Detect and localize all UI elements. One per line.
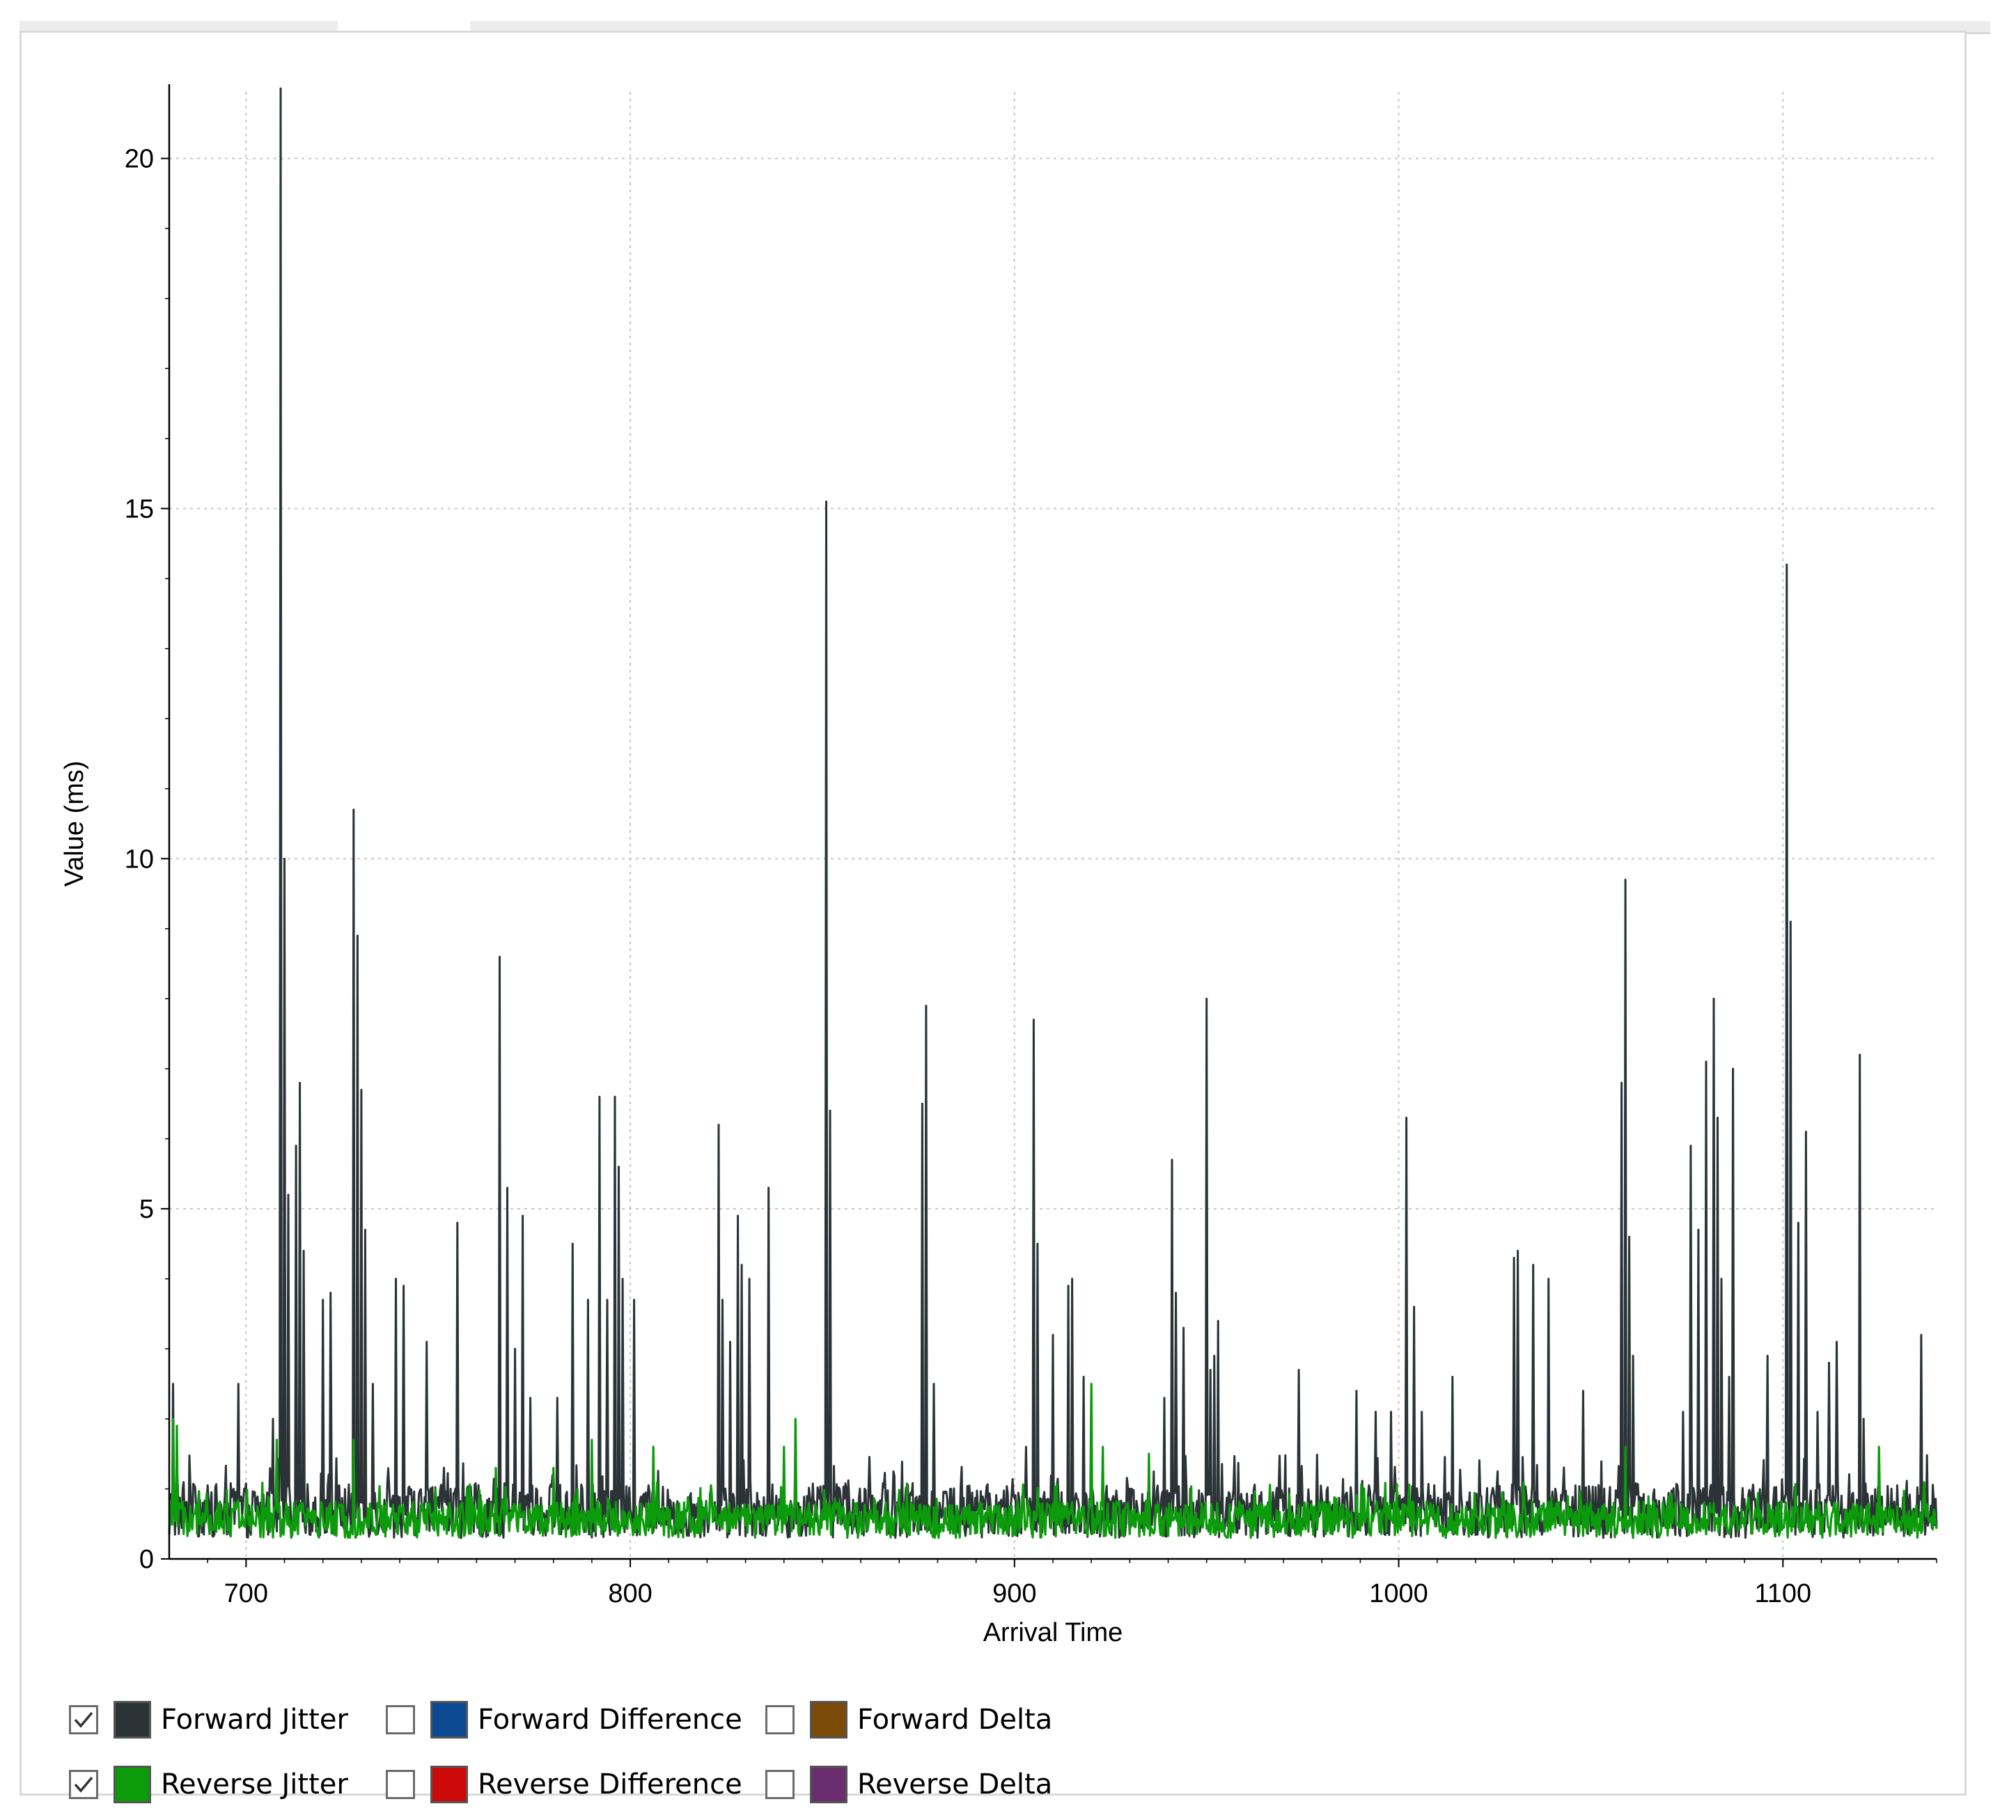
axes xyxy=(161,84,1937,1567)
legend: Forward Jitter Forward Difference Forwar… xyxy=(69,1700,1114,1819)
forward-difference-swatch xyxy=(430,1701,468,1739)
reverse-difference-swatch xyxy=(430,1766,468,1803)
legend-item-reverse-delta[interactable]: Reverse Delta xyxy=(765,1765,1052,1804)
x-tick-label: 700 xyxy=(224,1579,268,1608)
x-axis-label: Arrival Time xyxy=(983,1618,1123,1647)
tick-labels: 700 800 900 1000 1100 0 5 10 15 20 xyxy=(125,145,1811,1608)
graph-panel: 700 800 900 1000 1100 0 5 10 15 20 Arrival Time V… xyxy=(19,31,1967,1803)
y-axis-label: Value (ms) xyxy=(60,761,89,887)
grid xyxy=(169,92,1937,1559)
checkmark-icon xyxy=(74,1711,93,1728)
y-tick-label: 15 xyxy=(125,494,154,524)
series-line-forward-jitter xyxy=(168,87,1938,1539)
y-tick-label: 0 xyxy=(139,1545,154,1574)
reverse-delta-swatch xyxy=(810,1766,847,1803)
legend-label: Forward Jitter xyxy=(161,1704,348,1736)
legend-label: Reverse Difference xyxy=(478,1768,742,1801)
legend-item-forward-delta[interactable]: Forward Delta xyxy=(765,1700,1052,1739)
legend-item-reverse-jitter[interactable]: Reverse Jitter xyxy=(69,1765,348,1804)
forward-difference-checkbox[interactable] xyxy=(386,1705,415,1734)
forward-delta-checkbox[interactable] xyxy=(765,1705,795,1734)
x-tick-label: 800 xyxy=(608,1579,652,1608)
reverse-delta-checkbox[interactable] xyxy=(765,1770,795,1799)
y-tick-label: 5 xyxy=(139,1195,154,1224)
legend-item-forward-difference[interactable]: Forward Difference xyxy=(386,1700,742,1739)
forward-jitter-swatch xyxy=(114,1701,151,1739)
x-tick-label: 1000 xyxy=(1369,1579,1428,1608)
legend-label: Reverse Delta xyxy=(857,1768,1053,1801)
chart: 700 800 900 1000 1100 0 5 10 15 20 Arrival Time V… xyxy=(60,84,1938,1647)
series-layer xyxy=(168,87,1938,1539)
legend-label: Reverse Jitter xyxy=(161,1768,348,1801)
y-tick-label: 10 xyxy=(125,845,154,874)
reverse-jitter-checkbox[interactable] xyxy=(69,1770,98,1799)
tab-strip xyxy=(0,0,2016,35)
legend-label: Forward Difference xyxy=(478,1704,742,1736)
legend-item-reverse-difference[interactable]: Reverse Difference xyxy=(386,1765,742,1804)
forward-jitter-checkbox[interactable] xyxy=(69,1705,98,1734)
checkmark-icon xyxy=(74,1776,93,1793)
forward-delta-swatch xyxy=(810,1701,847,1739)
x-tick-label: 900 xyxy=(992,1579,1036,1608)
reverse-difference-checkbox[interactable] xyxy=(386,1770,415,1799)
legend-item-forward-jitter[interactable]: Forward Jitter xyxy=(69,1700,348,1739)
legend-label: Forward Delta xyxy=(857,1704,1053,1736)
x-tick-label: 1100 xyxy=(1754,1579,1811,1608)
reverse-jitter-swatch xyxy=(114,1766,151,1803)
series-line-reverse-jitter xyxy=(168,1383,1938,1539)
y-tick-label: 20 xyxy=(125,145,154,174)
